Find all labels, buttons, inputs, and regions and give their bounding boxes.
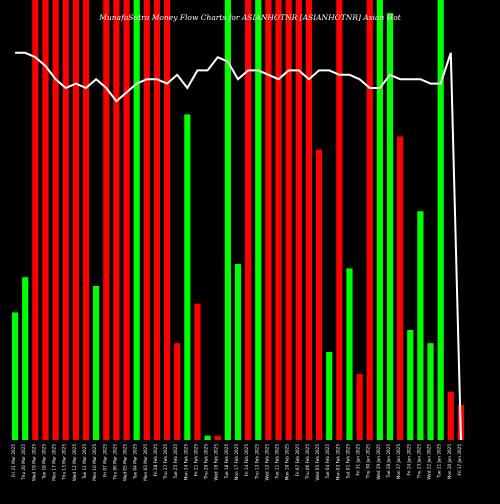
volume-bar xyxy=(194,303,201,440)
volume-bar xyxy=(356,374,363,440)
x-tick-label: Thu 20 Feb 2025 xyxy=(204,444,209,481)
volume-bar xyxy=(397,136,404,440)
bars-layer xyxy=(11,0,465,441)
volume-bar xyxy=(214,435,221,440)
volume-bar xyxy=(376,0,383,440)
volume-bar xyxy=(295,0,302,440)
x-tick-label: Wed 29 Jan 2025 xyxy=(376,444,381,480)
x-tick-label: Fri 07 Feb 2025 xyxy=(295,444,300,477)
volume-bar xyxy=(386,13,394,440)
x-tick-label: Sat 01 Feb 2025 xyxy=(345,444,350,479)
volume-bar xyxy=(133,0,140,440)
x-tick-label: Tue 11 Feb 2025 xyxy=(275,444,280,480)
volume-bar xyxy=(275,0,282,440)
volume-bar xyxy=(52,0,59,440)
volume-bar xyxy=(72,0,79,440)
x-tick-label: Wed 05 Feb 2025 xyxy=(315,444,320,481)
volume-bar xyxy=(305,0,313,440)
x-tick-label: Wed 05 Mar 2025 xyxy=(123,444,128,481)
volume-bar xyxy=(326,352,333,440)
volume-bar xyxy=(245,0,252,440)
money-flow-line xyxy=(15,51,462,441)
volume-bar xyxy=(447,391,454,440)
x-tick-label: Fri 14 Feb 2025 xyxy=(244,444,249,477)
volume-bar xyxy=(103,0,110,440)
x-tick-label: Mon 24 Feb 2025 xyxy=(183,444,188,481)
x-tick-label: Wed 19 Feb 2025 xyxy=(214,444,219,481)
x-tick-label: Mon 17 Feb 2025 xyxy=(234,444,239,481)
x-tick-label: Thu 23 Jan 2025 xyxy=(416,444,421,480)
volume-bar xyxy=(11,312,19,440)
x-tick-label: Thu 06 Feb 2025 xyxy=(305,444,310,481)
volume-bar xyxy=(224,0,231,440)
x-tick-label: Mon 10 Feb 2025 xyxy=(285,444,290,481)
volume-bar xyxy=(315,149,323,440)
volume-bar xyxy=(174,343,181,440)
volume-bar xyxy=(336,0,343,440)
x-tick-label: Fri 21 Feb 2025 xyxy=(193,444,198,477)
x-tick-label: Mon 10 Mar 2025 xyxy=(92,444,97,481)
volume-bar xyxy=(184,114,191,441)
volume-bar xyxy=(427,343,434,440)
x-tick-label: Fri 21 Mar 2025 xyxy=(11,444,16,477)
x-tick-label: Tue 21 Jan 2025 xyxy=(437,444,442,479)
x-tick-label: Thu 20 Mar 2025 xyxy=(21,444,26,481)
x-tick-label: Wed 12 Mar 2025 xyxy=(72,444,77,481)
x-tick-label: Fri 31 Jan 2025 xyxy=(356,444,361,476)
volume-bar xyxy=(153,0,161,440)
volume-bar xyxy=(143,0,150,440)
x-tick-label: Fri 17 Jan 2025 xyxy=(457,444,462,476)
volume-bar xyxy=(32,0,39,440)
x-tick-label: Wed 22 Jan 2025 xyxy=(427,444,432,480)
x-tick-label: Thu 30 Jan 2025 xyxy=(366,444,371,480)
volume-bar xyxy=(113,0,120,440)
x-tick-label: Mon 17 Mar 2025 xyxy=(52,444,57,481)
chart-title: MunafaSutra Money Flow Charts for ASIANH… xyxy=(98,13,401,22)
x-tick-label: Tue 18 Mar 2025 xyxy=(41,444,46,480)
x-tick-label: Wed 19 Mar 2025 xyxy=(31,444,36,481)
volume-bar xyxy=(285,0,292,440)
volume-bar xyxy=(255,0,262,440)
volume-bar xyxy=(234,264,242,440)
x-tick-label: Thu 06 Mar 2025 xyxy=(112,444,117,481)
volume-bar xyxy=(163,0,171,440)
x-tick-label: Mon 03 Mar 2025 xyxy=(143,444,148,481)
x-tick-label: Mon 03 Feb 2025 xyxy=(335,444,340,481)
x-tick-label: Thu 13 Mar 2025 xyxy=(62,444,67,481)
x-tick-label: Tue 11 Mar 2025 xyxy=(82,444,87,480)
volume-bar xyxy=(42,0,49,440)
volume-bar xyxy=(437,0,444,440)
volume-bar xyxy=(62,0,69,440)
x-tick-label: Thu 13 Feb 2025 xyxy=(254,444,259,481)
x-tick-label: Mon 20 Jan 2025 xyxy=(447,444,452,480)
x-tick-label: Tue 04 Mar 2025 xyxy=(133,444,138,480)
volume-bar xyxy=(123,0,130,440)
x-tick-label: Fri 28 Feb 2025 xyxy=(153,444,158,477)
volume-bar xyxy=(265,0,272,440)
volume-bar xyxy=(417,211,424,440)
ticks-layer: Fri 21 Mar 2025 Thu 20 Mar 2025 Wed 19 Mar… xyxy=(11,444,462,481)
x-tick-label: Tue 28 Jan 2025 xyxy=(386,444,391,479)
x-tick-label: Mon 27 Jan 2025 xyxy=(396,444,401,480)
volume-bar xyxy=(366,0,373,440)
line-layer xyxy=(15,51,462,441)
volume-bar xyxy=(22,277,29,440)
x-tick-label: Fri 07 Mar 2025 xyxy=(102,444,107,477)
x-tick-label: Thu 27 Feb 2025 xyxy=(163,444,168,481)
volume-bar xyxy=(346,268,353,440)
volume-bar xyxy=(204,435,211,440)
x-tick-label: Tue 04 Feb 2025 xyxy=(325,444,330,480)
x-tick-label: Fri 24 Jan 2025 xyxy=(406,444,411,476)
x-tick-label: Wed 12 Feb 2025 xyxy=(264,444,269,481)
volume-bar xyxy=(407,330,414,440)
x-tick-label: Tue 18 Feb 2025 xyxy=(224,444,229,480)
volume-bar xyxy=(93,286,100,440)
x-tick-label: Tue 25 Feb 2025 xyxy=(173,444,178,480)
volume-bar xyxy=(82,0,90,440)
